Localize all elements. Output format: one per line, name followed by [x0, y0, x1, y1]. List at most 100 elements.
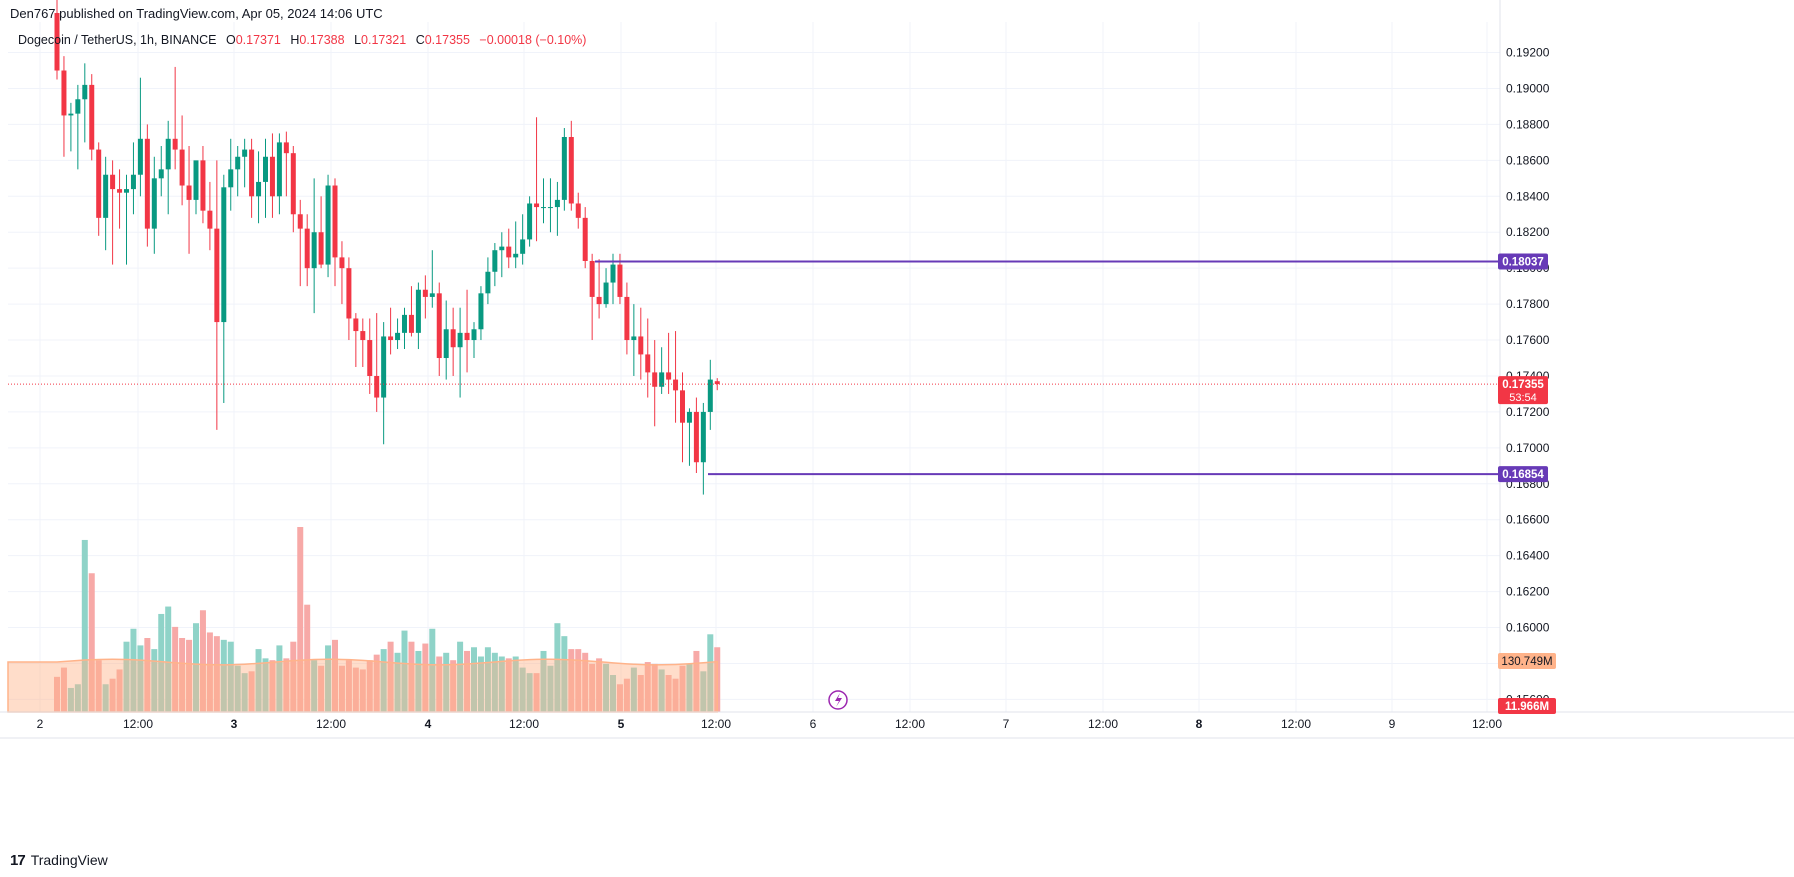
candle-body — [499, 246, 505, 251]
volume-bar — [644, 662, 651, 712]
candle-body — [520, 239, 526, 254]
volume-bar — [269, 660, 276, 712]
volume-ma-label: 130.749M — [1501, 656, 1552, 668]
volume-bar — [450, 660, 457, 712]
volume-bar — [512, 656, 519, 712]
legend-close-label: C — [415, 33, 425, 47]
tradingview-logo[interactable]: 17 TradingView — [10, 848, 108, 872]
volume-bar — [109, 678, 116, 712]
candle-body — [339, 257, 345, 269]
volume-bar — [102, 684, 109, 712]
price-tick-label: 0.17200 — [1506, 405, 1550, 419]
candle-body — [325, 185, 331, 265]
candle-body — [603, 282, 609, 305]
candle-body — [54, 13, 60, 71]
volume-bar — [464, 650, 471, 712]
price-tick-label: 0.18400 — [1506, 189, 1550, 203]
candle-body — [193, 160, 199, 200]
candle-body — [110, 174, 116, 190]
lightning-icon — [828, 690, 848, 710]
candle-body — [228, 169, 234, 188]
candle-body — [513, 253, 519, 258]
candle-body — [541, 207, 546, 209]
last-price-tag — [1498, 376, 1548, 405]
volume-bar — [60, 667, 67, 712]
candle-body — [263, 156, 268, 182]
volume-bar — [665, 675, 672, 712]
candle-body — [200, 160, 206, 211]
volume-bar — [193, 623, 199, 712]
volume-bar — [540, 650, 547, 712]
candle-body — [137, 138, 143, 175]
price-tick-label: 0.19000 — [1506, 81, 1550, 95]
candle-body — [388, 336, 394, 341]
candle-body — [575, 203, 581, 218]
candle-body — [186, 185, 192, 200]
time-tick-label: 3 — [231, 717, 238, 731]
volume-bar — [165, 606, 172, 712]
candle-body — [96, 149, 102, 218]
time-tick-label: 7 — [1003, 717, 1010, 731]
candle-body — [360, 331, 366, 341]
time-tick-label: 6 — [810, 717, 817, 731]
volume-bar — [457, 641, 464, 712]
volume-bar — [345, 660, 352, 712]
volume-bar — [366, 660, 373, 712]
volume-bar — [262, 658, 269, 712]
candle-body — [158, 169, 164, 179]
volume-bar — [276, 645, 283, 712]
volume-bar — [54, 676, 60, 712]
candle-body — [415, 289, 421, 333]
legend-change: −0.00018 (−0.10%) — [479, 33, 587, 47]
volume-bar — [623, 678, 630, 712]
candle-body — [256, 181, 262, 197]
volume-bar — [471, 647, 477, 712]
candle-body — [700, 411, 706, 463]
last-price-label: 0.17355 — [1502, 379, 1544, 391]
candle-body — [165, 138, 171, 170]
volume-bar — [234, 665, 241, 712]
volume-bar — [227, 641, 234, 712]
legend-open: 0.17371 — [235, 33, 281, 47]
volume-bar — [116, 669, 123, 712]
legend-low-label: L — [354, 33, 362, 47]
volume-bar — [311, 660, 318, 712]
candle-body — [304, 228, 310, 269]
volume-bar — [220, 639, 227, 712]
candle-body — [103, 174, 109, 218]
volume-bar — [387, 641, 394, 712]
candles — [54, 0, 720, 495]
candle-body — [221, 187, 227, 323]
volume-bar — [422, 643, 429, 712]
candle-body — [269, 156, 275, 197]
time-tick-label: 12:00 — [509, 717, 539, 731]
volume-bar — [568, 649, 575, 712]
candle-body — [464, 332, 470, 341]
legend-high: 0.17388 — [299, 33, 345, 47]
candle-body — [680, 390, 685, 423]
candle-body — [596, 296, 602, 305]
candle-body — [381, 336, 387, 398]
volume-bar — [582, 652, 589, 712]
price-tick-label: 0.17600 — [1506, 333, 1550, 347]
candle-body — [332, 185, 338, 258]
volume-bar — [248, 671, 255, 712]
candle-body — [124, 189, 129, 193]
candle-body — [457, 332, 463, 348]
legend-open-label: O — [225, 33, 236, 47]
time-tick-label: 8 — [1196, 717, 1203, 731]
candle-body — [395, 332, 401, 341]
candle-body — [659, 372, 665, 387]
volume-bar — [199, 610, 206, 712]
volume-bar — [637, 675, 644, 712]
legend-close: 0.17355 — [424, 33, 470, 47]
volume-bar — [318, 665, 325, 712]
volume-bar — [651, 663, 658, 712]
volume-bar — [658, 669, 665, 712]
price-tick-label: 0.18200 — [1506, 225, 1550, 239]
candle-body — [638, 336, 644, 355]
volume-bar — [505, 658, 512, 712]
candle-body — [367, 340, 373, 376]
volume-bar — [172, 626, 179, 712]
